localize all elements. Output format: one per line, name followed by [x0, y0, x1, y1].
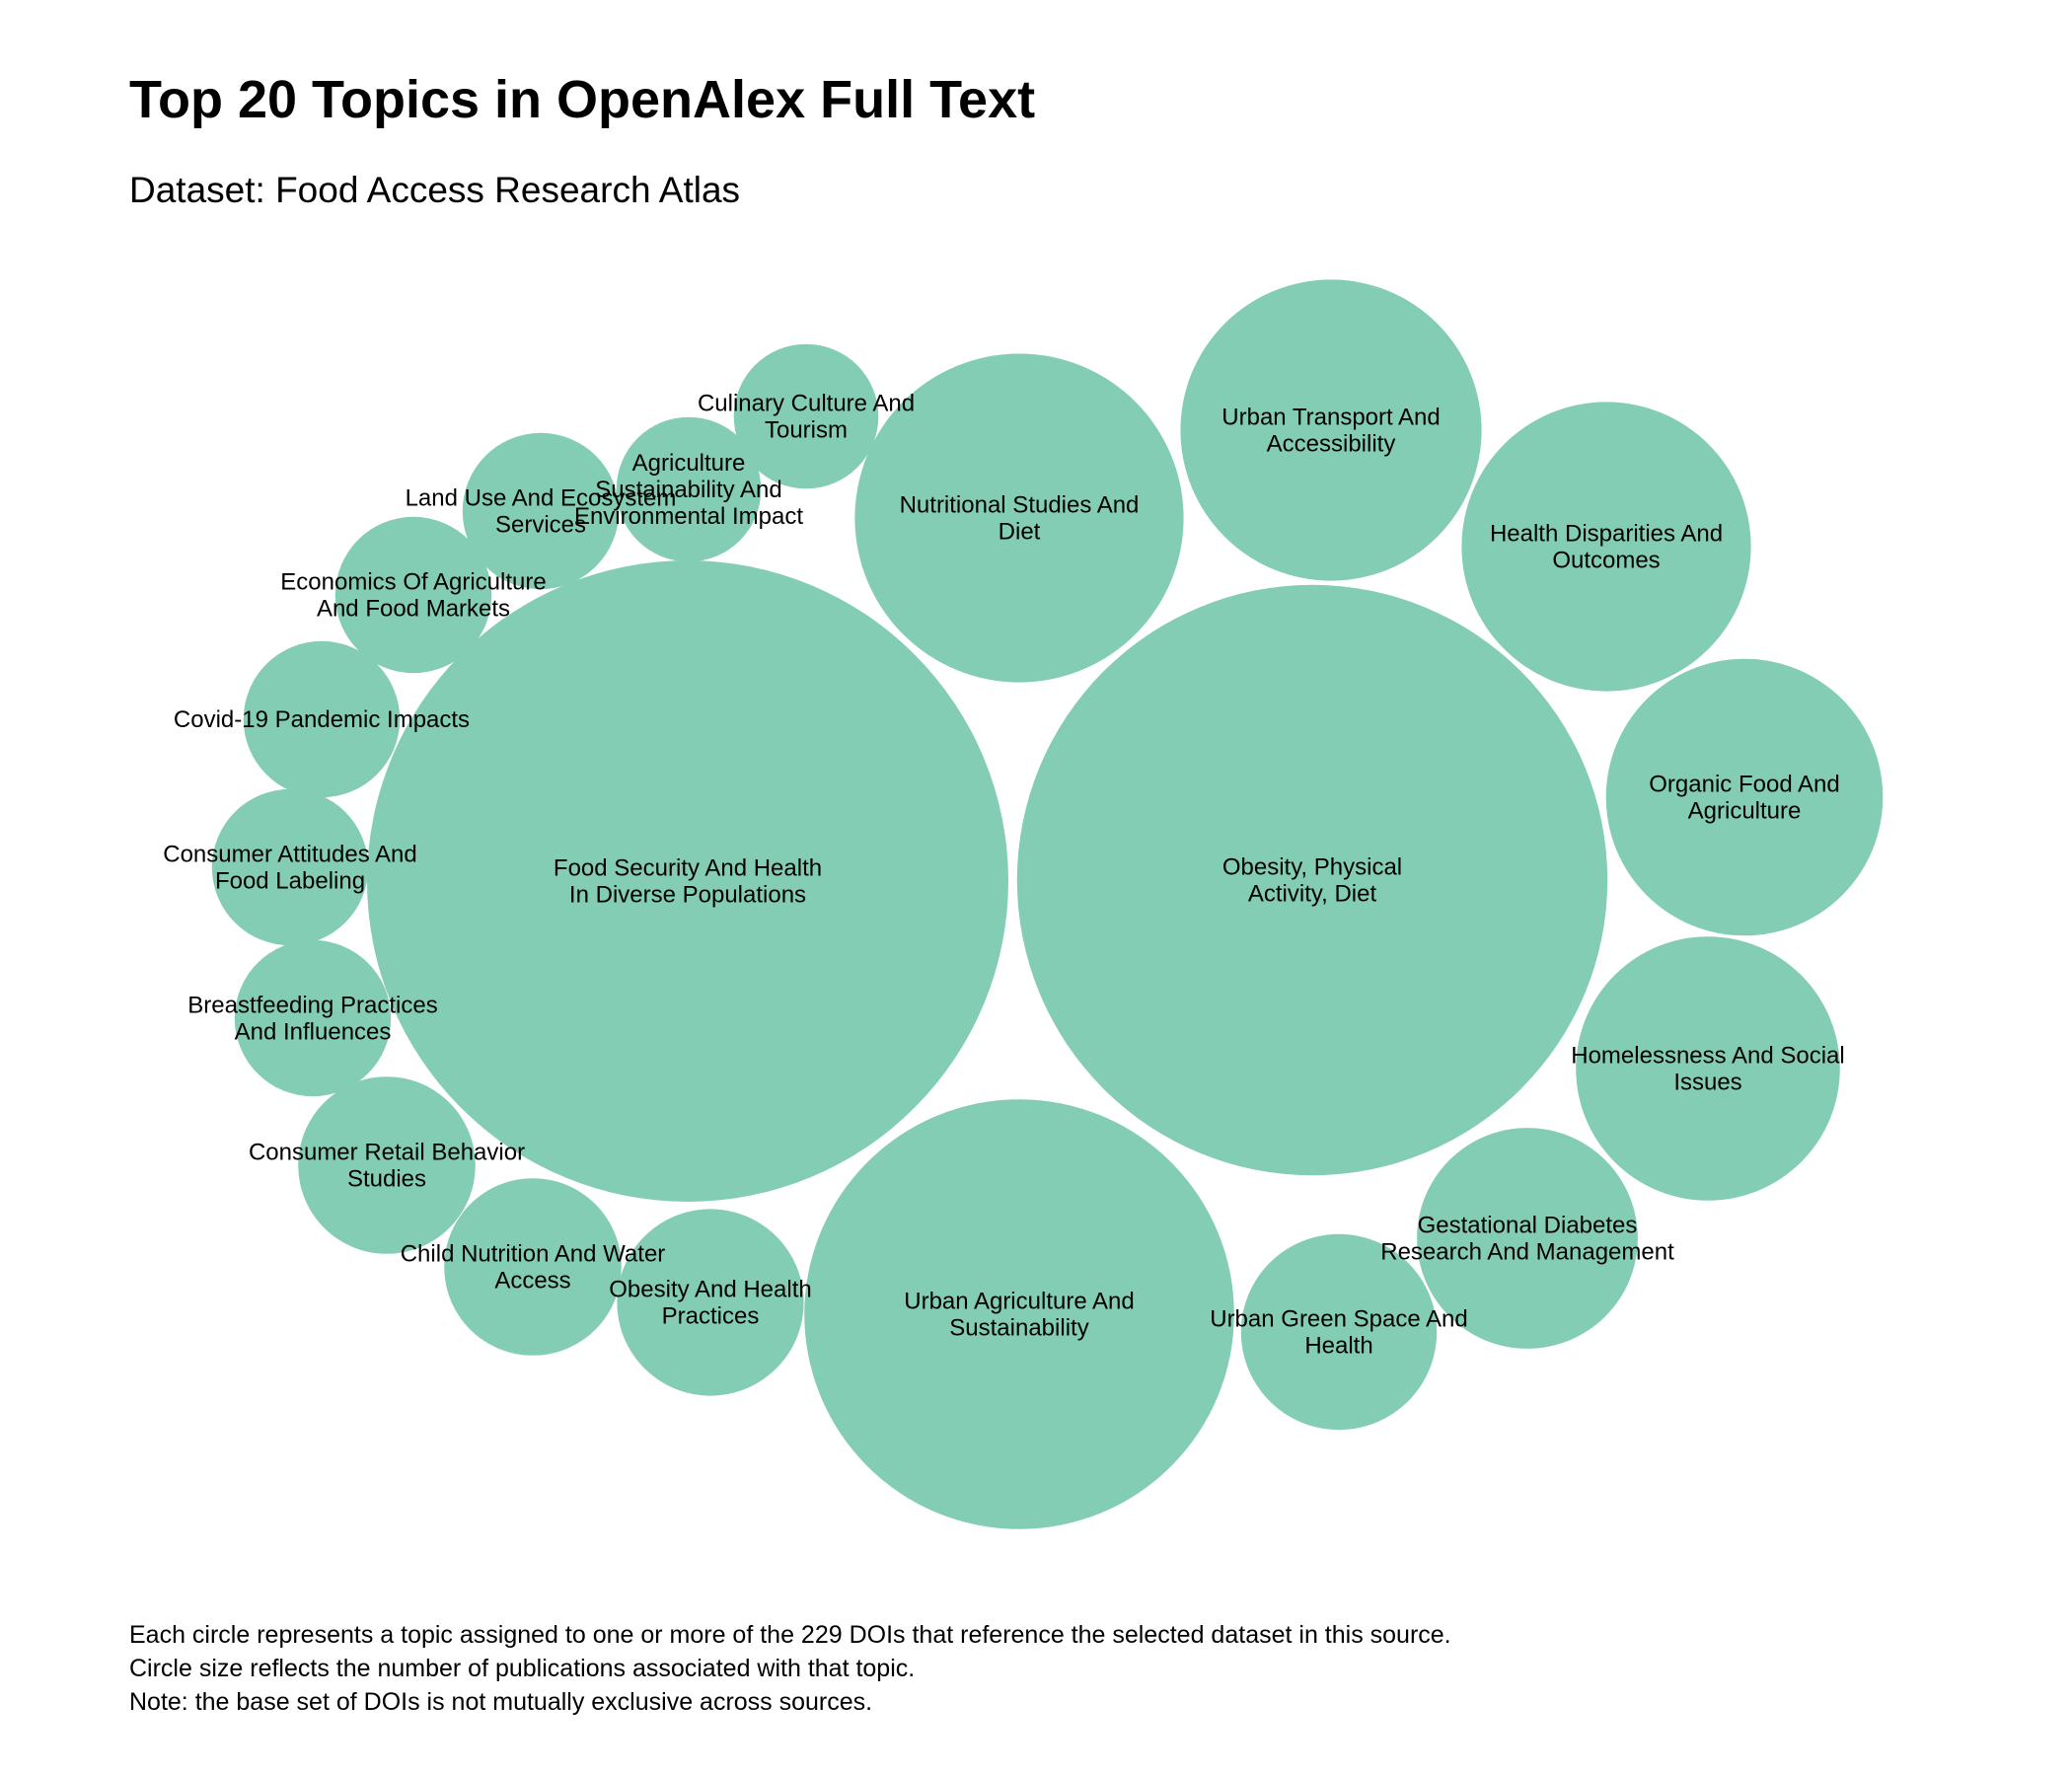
topic-label-line: Outcomes [1552, 548, 1660, 574]
topic-bubble [854, 353, 1184, 683]
topic-bubble [617, 1209, 804, 1396]
topic-label-line: Breastfeeding Practices [187, 993, 437, 1019]
topic-label-line: Urban Agriculture And [904, 1289, 1134, 1315]
footnote-line: Each circle represents a topic assigned … [129, 1621, 1451, 1649]
topic-bubble [1240, 1233, 1438, 1431]
topic-label: Obesity And Health Practices [609, 1277, 811, 1330]
topic-label-line: Obesity, Physical [1222, 854, 1402, 881]
topic-label-line: Activity, Diet [1248, 881, 1377, 908]
topic-label: Urban Green Space And Health [1210, 1306, 1468, 1360]
topic-bubble [234, 939, 392, 1097]
topic-label-line: Services [495, 512, 586, 539]
chart-title: Top 20 Topics in OpenAlex Full Text [129, 70, 1036, 129]
topic-bubble [243, 640, 401, 798]
topic-label-line: Economics Of Agriculture [280, 569, 546, 596]
topic-label: Urban Transport And Accessibility [1221, 405, 1440, 458]
topic-bubble [1605, 658, 1884, 936]
topic-bubble [367, 560, 1008, 1202]
topic-label: Health Disparities And Outcomes [1490, 521, 1723, 574]
topic-label: Urban Agriculture And Sustainability [904, 1289, 1134, 1342]
topic-label-line: Food Security And Health [554, 855, 822, 882]
topic-label-line: Culinary Culture And [698, 391, 915, 417]
topic-label: Agriculture Sustainability And Environment… [574, 450, 803, 530]
topic-label: Economics Of Agriculture And Food Markets [280, 569, 546, 623]
topic-bubble [733, 343, 879, 489]
topic-label-line: Child Nutrition And Water [401, 1241, 666, 1268]
topic-label: Organic Food And Agriculture [1649, 772, 1839, 825]
topic-label: Land Use And Ecosystem Services [406, 485, 677, 539]
topic-label-line: Issues [1673, 1070, 1741, 1096]
topic-label-line: Diet [999, 519, 1041, 546]
topic-label: Homelessness And Social Issues [1571, 1043, 1844, 1096]
topic-label-line: Access [494, 1268, 570, 1295]
topic-label-line: Urban Green Space And [1210, 1306, 1468, 1333]
topic-label-line: Gestational Diabetes [1418, 1213, 1638, 1239]
topic-label-line: Land Use And Ecosystem [406, 485, 677, 512]
topic-bubble [211, 788, 369, 946]
topic-bubble [1576, 936, 1840, 1201]
topic-label-line: Obesity And Health [609, 1277, 811, 1303]
topic-label-line: Organic Food And [1649, 772, 1839, 798]
topic-label-line: Consumer Attitudes And [163, 842, 416, 868]
topic-label: Nutritional Studies And Diet [900, 492, 1140, 546]
topic-label-line: Agriculture [1688, 798, 1802, 825]
topic-label: Culinary Culture And Tourism [698, 391, 915, 444]
topic-bubble [444, 1178, 622, 1356]
topic-label-line: And Influences [235, 1019, 392, 1046]
topic-label-line: Agriculture [632, 450, 746, 477]
topic-label: Obesity, Physical Activity, Diet [1222, 854, 1402, 908]
topic-label: Consumer Attitudes And Food Labeling [163, 842, 416, 895]
topic-label-line: And Food Markets [317, 596, 510, 623]
topic-label: Consumer Retail Behavior Studies [249, 1140, 525, 1193]
footnote-line: Note: the base set of DOIs is not mutual… [129, 1688, 873, 1716]
topic-label-line: Sustainability [949, 1315, 1088, 1342]
topic-bubble [1180, 279, 1482, 581]
topic-label-line: Environmental Impact [574, 503, 803, 530]
topic-label-line: Health [1304, 1333, 1372, 1360]
topic-label-line: Food Labeling [215, 868, 365, 895]
topic-bubble [1016, 584, 1608, 1176]
chart-footnote: Each circle represents a topic assigned … [129, 1618, 1451, 1719]
topic-label: Covid-19 Pandemic Impacts [174, 706, 470, 733]
chart-subtitle: Dataset: Food Access Research Atlas [129, 170, 741, 210]
topic-bubble [462, 432, 620, 590]
topic-label-line: Consumer Retail Behavior [249, 1140, 525, 1166]
topic-bubble [1461, 402, 1751, 692]
topic-label-line: Homelessness And Social [1571, 1043, 1844, 1070]
topic-bubble [298, 1076, 476, 1254]
topic-label-line: Sustainability And [595, 477, 781, 503]
topic-bubble [1417, 1128, 1638, 1349]
topic-label-line: Studies [347, 1166, 426, 1193]
topic-label: Food Security And Health In Diverse Popul… [554, 855, 822, 909]
topic-label: Child Nutrition And Water Access [401, 1241, 666, 1295]
topic-bubble [804, 1099, 1234, 1529]
topic-label-line: Health Disparities And [1490, 521, 1723, 548]
topic-label-line: Tourism [765, 417, 848, 444]
topic-label-line: In Diverse Populations [569, 882, 806, 909]
topic-bubble [334, 516, 492, 674]
topic-label: Breastfeeding Practices And Influences [187, 993, 437, 1046]
topic-label-line: Urban Transport And [1221, 405, 1440, 431]
topic-label-line: Nutritional Studies And [900, 492, 1140, 519]
topic-label-line: Research And Management [1380, 1239, 1674, 1266]
topic-bubble [616, 416, 762, 562]
topic-label-line: Practices [662, 1303, 760, 1330]
topic-label-line: Accessibility [1267, 431, 1396, 458]
footnote-line: Circle size reflects the number of publi… [129, 1655, 916, 1682]
topic-label: Gestational Diabetes Research And Managem… [1380, 1213, 1674, 1266]
topic-label-line: Covid-19 Pandemic Impacts [174, 706, 470, 733]
